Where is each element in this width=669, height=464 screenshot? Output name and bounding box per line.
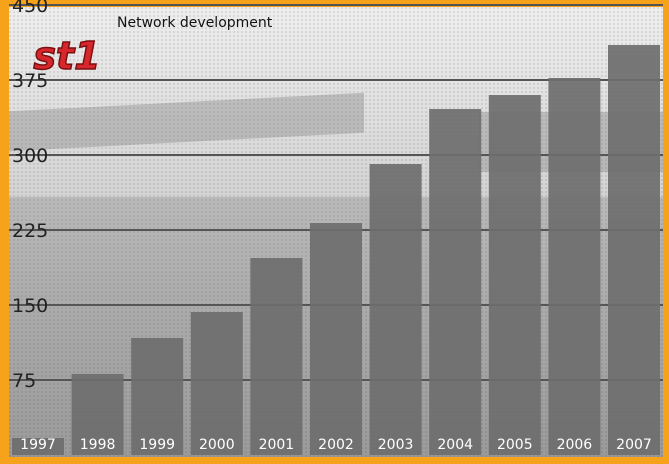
y-tick-label: 150 — [12, 295, 48, 317]
y-tick-label: 300 — [12, 145, 48, 167]
bars — [12, 45, 660, 455]
bar — [429, 109, 482, 455]
x-tick-label: 1997 — [20, 437, 56, 453]
x-tick-label: 2002 — [318, 437, 354, 453]
bar — [608, 45, 660, 455]
y-tick-labels: 75 150 225 300 375 450 — [12, 0, 48, 392]
bar — [369, 164, 422, 455]
bar — [250, 258, 303, 455]
y-tick-label: 75 — [12, 370, 36, 392]
bar — [131, 338, 184, 455]
x-tick-label: 2006 — [557, 437, 593, 453]
x-tick-label: 2007 — [616, 437, 652, 453]
chart-title: Network development — [117, 15, 273, 31]
x-tick-label: 1998 — [80, 437, 116, 453]
bar — [190, 312, 243, 455]
logo-text: st1 — [33, 36, 100, 76]
st1-logo: st1 — [33, 36, 102, 76]
bar — [488, 95, 541, 455]
bar — [310, 223, 362, 455]
x-tick-labels: 1997 1998 1999 2000 2001 2002 2003 2004 2005 2006… — [20, 437, 652, 453]
x-tick-label: 1999 — [139, 437, 175, 453]
bar — [548, 78, 601, 455]
x-tick-label: 2000 — [199, 437, 235, 453]
x-tick-label: 2004 — [437, 437, 473, 453]
x-tick-label: 2003 — [378, 437, 414, 453]
bar — [71, 374, 124, 455]
x-tick-label: 2001 — [259, 437, 295, 453]
x-tick-label: 2005 — [497, 437, 533, 453]
y-tick-label: 450 — [12, 0, 48, 17]
y-tick-label: 375 — [12, 70, 48, 92]
y-tick-label: 225 — [12, 220, 48, 242]
bar — [12, 438, 64, 455]
